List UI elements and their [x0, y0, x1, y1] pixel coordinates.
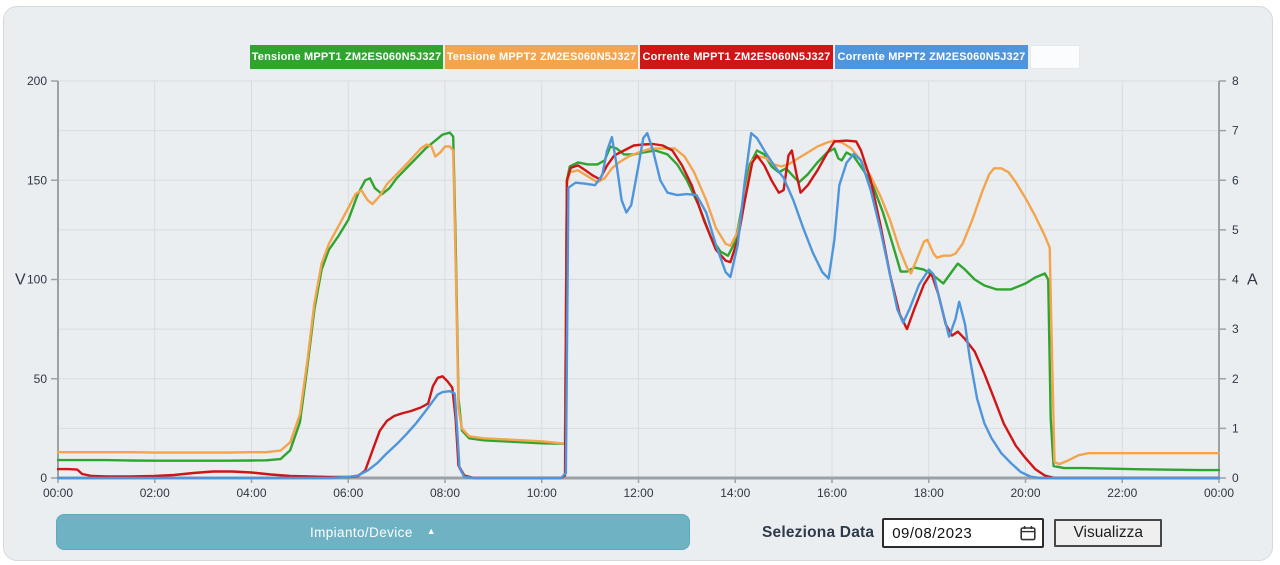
visualizza-button[interactable]: Visualizza	[1054, 519, 1163, 547]
tick-label-right: 8	[1232, 74, 1239, 88]
device-dropdown-label: Impianto/Device	[309, 524, 413, 540]
tick-label-bottom: 00:00	[43, 486, 73, 500]
chart-svg: 0 50 100 150 200 0 1 2 3 4 5 6 7 8 00:00 02:00 04:00 06:0…	[15, 74, 1258, 500]
tick-label-left: 0	[40, 471, 47, 485]
date-input-wrapper[interactable]	[882, 518, 1045, 548]
tick-label-bottom: 02:00	[140, 486, 170, 500]
tick-label-bottom: 00:00	[1204, 486, 1234, 500]
tick-label-right: 3	[1232, 322, 1239, 336]
tick-label-right: 7	[1232, 124, 1239, 138]
series-line-3	[56, 131, 1221, 480]
tick-label-bottom: 10:00	[527, 486, 557, 500]
series-line-1	[56, 139, 1221, 466]
tick-label-right: 1	[1232, 421, 1239, 435]
y-axis-right-unit: A	[1247, 272, 1258, 289]
tick-label-left: 50	[34, 372, 48, 386]
chevron-up-icon: ▲	[426, 526, 437, 536]
tick-label-left: 150	[27, 173, 47, 187]
legend-empty-cell	[1030, 45, 1080, 69]
tick-label-right: 5	[1232, 223, 1239, 237]
tick-label-bottom: 14:00	[720, 486, 750, 500]
legend-item-3[interactable]: Corrente MPPT2 ZM2ES060N5J327	[835, 45, 1028, 69]
tick-label-right: 2	[1232, 372, 1239, 386]
legend-item-2[interactable]: Corrente MPPT1 ZM2ES060N5J327	[640, 45, 833, 69]
tick-label-bottom: 06:00	[333, 486, 363, 500]
tick-label-bottom: 22:00	[1107, 486, 1137, 500]
date-label: Seleziona Data	[762, 524, 875, 541]
tick-label-bottom: 04:00	[236, 486, 266, 500]
tick-label-bottom: 16:00	[817, 486, 847, 500]
series-line-0	[56, 131, 1221, 472]
legend-item-0[interactable]: Tensione MPPT1 ZM2ES060N5J327	[250, 45, 443, 69]
device-dropdown-button[interactable]: Impianto/Device ▲	[56, 514, 690, 550]
legend-item-1[interactable]: Tensione MPPT2 ZM2ES060N5J327	[445, 45, 638, 69]
tick-label-bottom: 12:00	[623, 486, 653, 500]
calendar-icon[interactable]	[1020, 525, 1036, 541]
tick-label-bottom: 08:00	[430, 486, 460, 500]
tick-label-bottom: 18:00	[914, 486, 944, 500]
main-panel: 0 50 100 150 200 0 1 2 3 4 5 6 7 8 00:00 02:00 04:00 06:0…	[3, 6, 1273, 561]
tick-label-right: 6	[1232, 173, 1239, 187]
date-controls: Seleziona Data Visualizza	[762, 518, 1163, 548]
tick-label-left: 100	[27, 273, 47, 287]
tick-label-bottom: 20:00	[1010, 486, 1040, 500]
date-input[interactable]	[890, 523, 1021, 543]
tick-label-right: 0	[1232, 471, 1239, 485]
chart-legend: Tensione MPPT1 ZM2ES060N5J327 Tensione MP…	[250, 45, 1080, 69]
tick-label-left: 200	[27, 74, 47, 88]
tick-label-right: 4	[1232, 273, 1239, 287]
y-axis-left-unit: V	[15, 272, 26, 289]
